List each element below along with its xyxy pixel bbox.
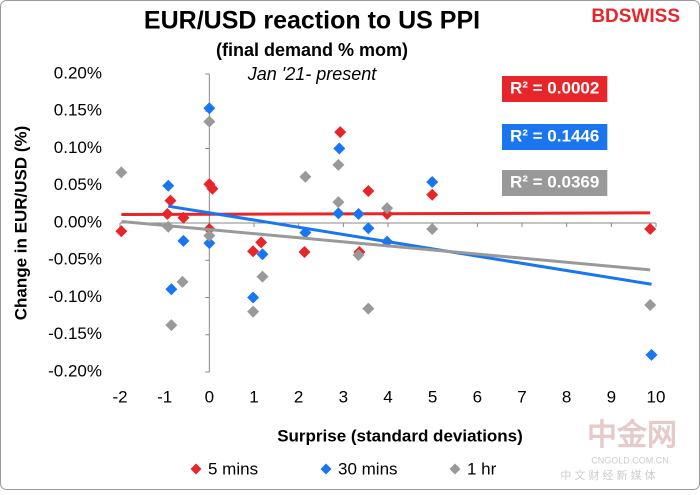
point xyxy=(362,184,375,197)
x-tick-label: 4 xyxy=(383,387,392,406)
x-axis-title: Surprise (standard deviations) xyxy=(277,426,523,445)
point xyxy=(352,208,365,221)
point xyxy=(247,291,260,304)
point xyxy=(299,226,312,239)
point xyxy=(176,275,189,288)
x-tick-label: -1 xyxy=(157,387,172,406)
y-tick-label: -0.05% xyxy=(48,250,102,269)
x-tick-label: 10 xyxy=(647,387,666,406)
point xyxy=(161,208,174,221)
point xyxy=(333,142,346,155)
y-tick-label: -0.20% xyxy=(48,361,102,380)
point xyxy=(381,202,394,215)
point xyxy=(177,211,190,224)
point xyxy=(177,234,190,247)
y-tick-label: -0.10% xyxy=(48,287,102,306)
y-tick-label: -0.15% xyxy=(48,324,102,343)
point xyxy=(206,182,219,195)
trend-line xyxy=(121,219,651,272)
point xyxy=(256,270,269,283)
chart-title: EUR/USD reaction to US PPI xyxy=(144,7,480,35)
point xyxy=(426,188,439,201)
point xyxy=(645,348,658,361)
r-squared-box xyxy=(502,124,608,150)
point xyxy=(203,102,216,115)
point xyxy=(247,305,260,318)
point xyxy=(115,166,128,179)
point xyxy=(362,222,375,235)
watermark: 中金网 xyxy=(587,418,677,452)
x-tick-label: 9 xyxy=(607,387,616,406)
point xyxy=(162,179,175,192)
point xyxy=(362,302,375,315)
point xyxy=(332,196,345,209)
point xyxy=(426,176,439,189)
point xyxy=(644,298,657,311)
r-squared-box xyxy=(502,76,608,102)
x-tick-label: 8 xyxy=(562,387,571,406)
r-squared-label: R² = 0.0002 xyxy=(510,78,599,97)
point xyxy=(164,194,177,207)
x-tick-label: 6 xyxy=(473,387,482,406)
point xyxy=(299,170,312,183)
r-squared-label: R² = 0.0369 xyxy=(510,172,599,191)
y-tick-label: 0.10% xyxy=(54,138,102,157)
trend-line xyxy=(168,204,652,286)
y-tick-label: 0.20% xyxy=(54,63,102,82)
y-tick-label: 0.15% xyxy=(54,101,102,120)
r-squared-label: R² = 0.1446 xyxy=(510,126,599,145)
legend-marker xyxy=(190,463,202,475)
point xyxy=(203,229,216,242)
point xyxy=(255,236,268,249)
legend-label: 5 mins xyxy=(208,459,258,478)
point xyxy=(203,237,216,250)
legend-label: 30 mins xyxy=(338,459,398,478)
y-tick-label: 0.00% xyxy=(54,212,102,231)
x-tick-label: 3 xyxy=(339,387,348,406)
r-squared-box xyxy=(502,170,608,196)
legend-label: 1 hr xyxy=(467,459,497,478)
x-tick-label: -2 xyxy=(112,387,127,406)
point xyxy=(162,220,175,233)
y-axis-title: Change in EUR/USD (%) xyxy=(11,126,30,321)
logo: BDSWISS xyxy=(591,6,680,27)
x-tick-label: 1 xyxy=(249,387,258,406)
watermark: CNGOLD.COM.CN xyxy=(591,455,669,465)
point xyxy=(165,283,178,296)
y-tick-label: 0.05% xyxy=(54,175,102,194)
point xyxy=(165,319,178,332)
point xyxy=(334,126,347,139)
annotation: Jan '21- present xyxy=(247,64,378,84)
point xyxy=(256,248,269,261)
chart-subtitle: (final demand % mom) xyxy=(216,40,408,60)
point xyxy=(298,246,311,259)
x-tick-label: 5 xyxy=(428,387,437,406)
legend-marker xyxy=(320,463,332,475)
point xyxy=(332,207,345,220)
point xyxy=(332,158,345,171)
point xyxy=(247,245,260,258)
x-tick-label: 7 xyxy=(517,387,526,406)
point xyxy=(203,115,216,128)
point xyxy=(352,249,365,262)
point xyxy=(644,222,657,235)
point xyxy=(426,222,439,235)
legend-marker xyxy=(449,463,461,475)
point xyxy=(115,225,128,238)
x-tick-label: 2 xyxy=(294,387,303,406)
x-tick-label: 0 xyxy=(205,387,214,406)
watermark: 中 文 财 经 新 媒 体 xyxy=(560,468,655,482)
